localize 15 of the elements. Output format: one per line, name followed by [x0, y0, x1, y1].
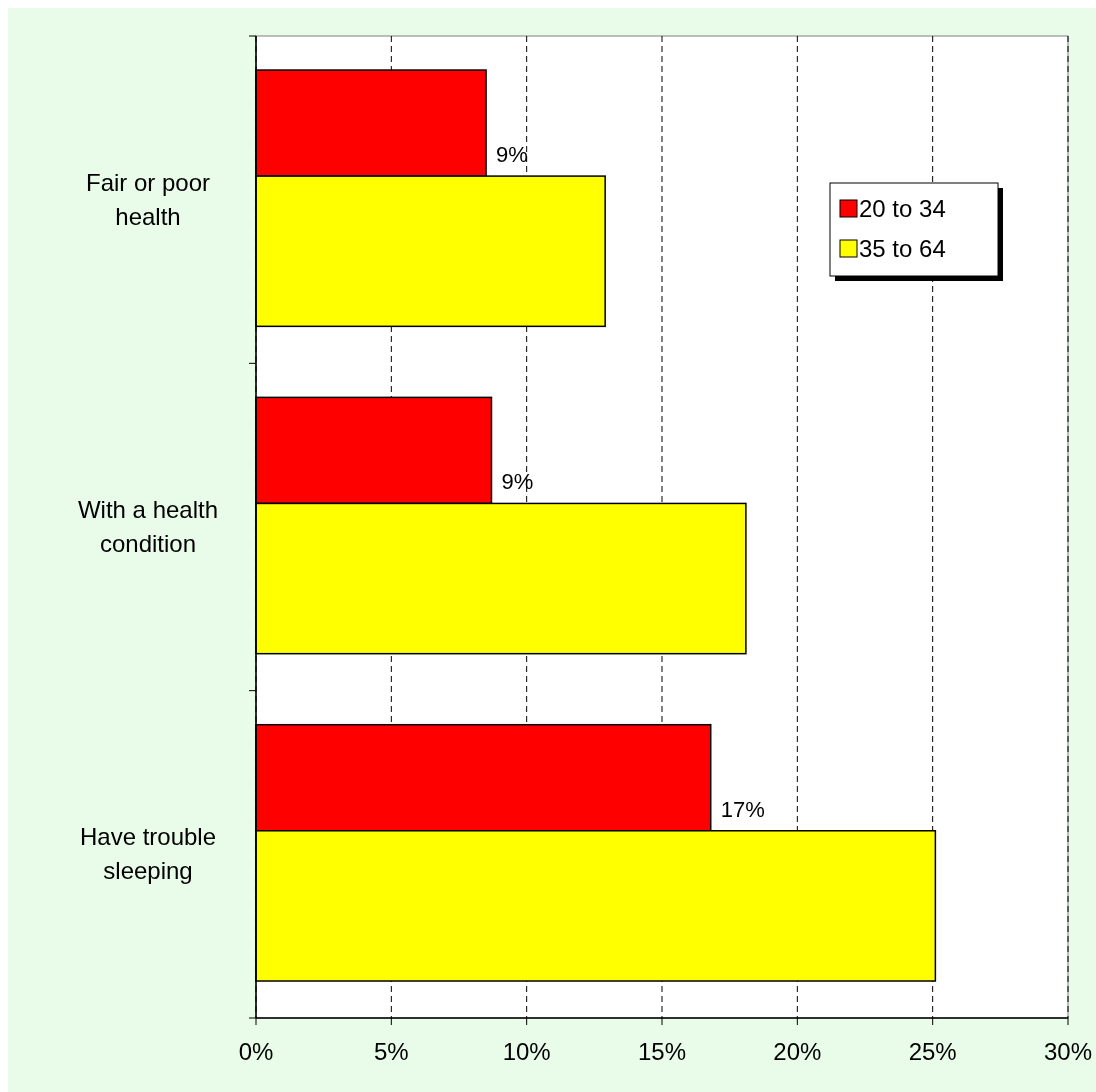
y-tick-label: Have trouble sleeping — [79, 823, 217, 885]
x-tick-label: 15% — [637, 1038, 687, 1065]
legend-label: 20 to 34 — [859, 195, 946, 222]
x-tick-label: 5% — [373, 1038, 409, 1065]
x-tick-label: 30% — [1043, 1038, 1093, 1065]
data-label: 9% — [501, 469, 534, 495]
y-tick-label: With a health condition — [77, 496, 219, 557]
x-tick-label: 20% — [773, 1038, 822, 1065]
y-tick-label: Fair or poor health — [85, 168, 211, 230]
data-label: 17% — [720, 796, 765, 822]
legend-label: 35 to 64 — [859, 235, 946, 262]
data-label: 9% — [496, 142, 528, 168]
x-tick-label: 0% — [238, 1038, 274, 1065]
x-tick-label: 10% — [502, 1038, 551, 1065]
x-tick-label: 25% — [908, 1038, 957, 1065]
